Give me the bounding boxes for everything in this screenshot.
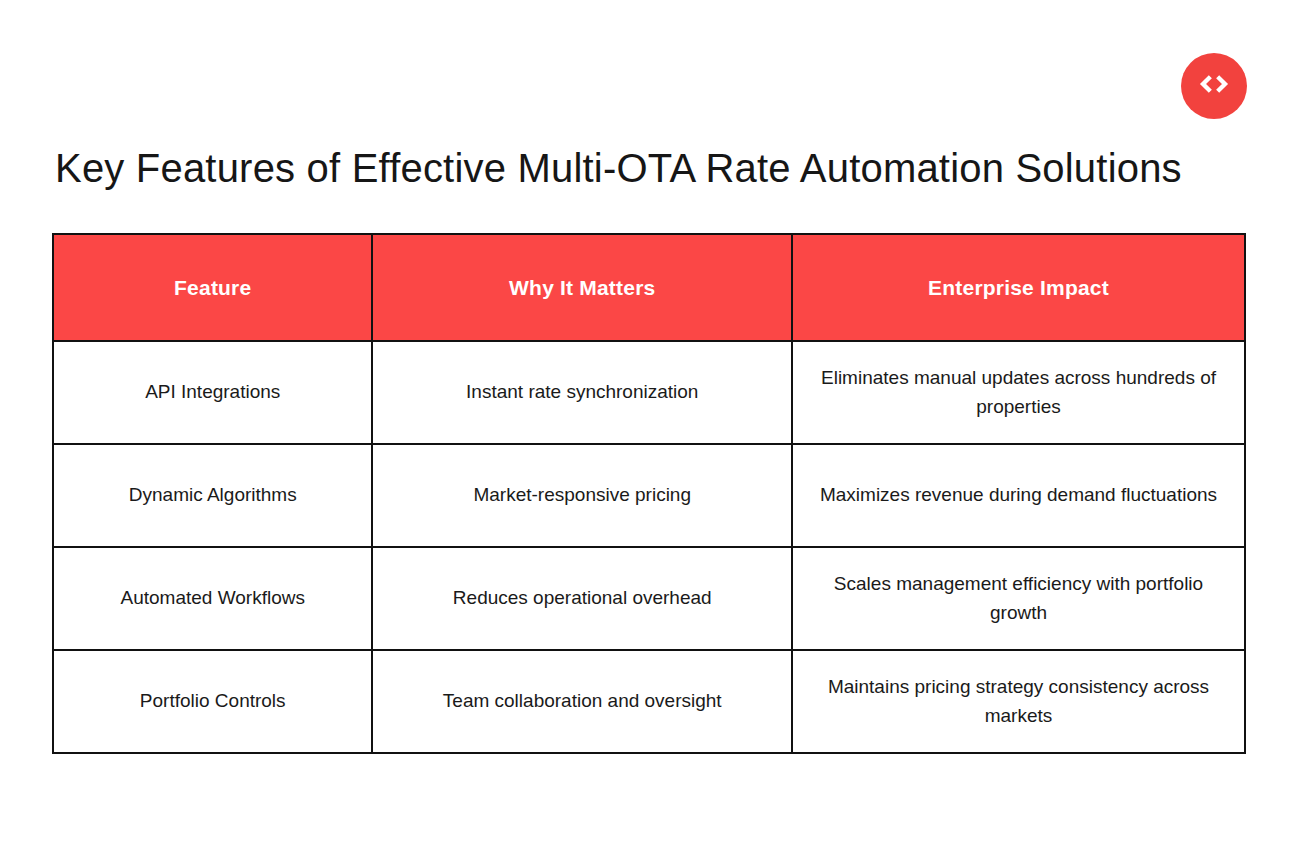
cell-feature: Automated Workflows [53, 547, 372, 650]
cell-feature: API Integrations [53, 341, 372, 444]
cell-feature: Dynamic Algorithms [53, 444, 372, 547]
table-row: Portfolio Controls Team collaboration an… [53, 650, 1245, 753]
cell-enterprise-impact: Scales management efficiency with portfo… [792, 547, 1245, 650]
feature-table-container: Feature Why It Matters Enterprise Impact… [52, 233, 1246, 754]
table-row: Automated Workflows Reduces operational … [53, 547, 1245, 650]
cell-why-it-matters: Market-responsive pricing [372, 444, 792, 547]
feature-table: Feature Why It Matters Enterprise Impact… [52, 233, 1246, 754]
brand-logo [1181, 53, 1247, 119]
column-header-enterprise-impact: Enterprise Impact [792, 234, 1245, 341]
page-title: Key Features of Effective Multi-OTA Rate… [55, 146, 1255, 191]
cell-why-it-matters: Team collaboration and oversight [372, 650, 792, 753]
table-row: API Integrations Instant rate synchroniz… [53, 341, 1245, 444]
cell-why-it-matters: Instant rate synchronization [372, 341, 792, 444]
cell-feature: Portfolio Controls [53, 650, 372, 753]
code-brackets-icon [1194, 64, 1234, 108]
table-row: Dynamic Algorithms Market-responsive pri… [53, 444, 1245, 547]
cell-enterprise-impact: Eliminates manual updates across hundred… [792, 341, 1245, 444]
cell-enterprise-impact: Maximizes revenue during demand fluctuat… [792, 444, 1245, 547]
table-header-row: Feature Why It Matters Enterprise Impact [53, 234, 1245, 341]
column-header-why-it-matters: Why It Matters [372, 234, 792, 341]
cell-why-it-matters: Reduces operational overhead [372, 547, 792, 650]
cell-enterprise-impact: Maintains pricing strategy consistency a… [792, 650, 1245, 753]
column-header-feature: Feature [53, 234, 372, 341]
